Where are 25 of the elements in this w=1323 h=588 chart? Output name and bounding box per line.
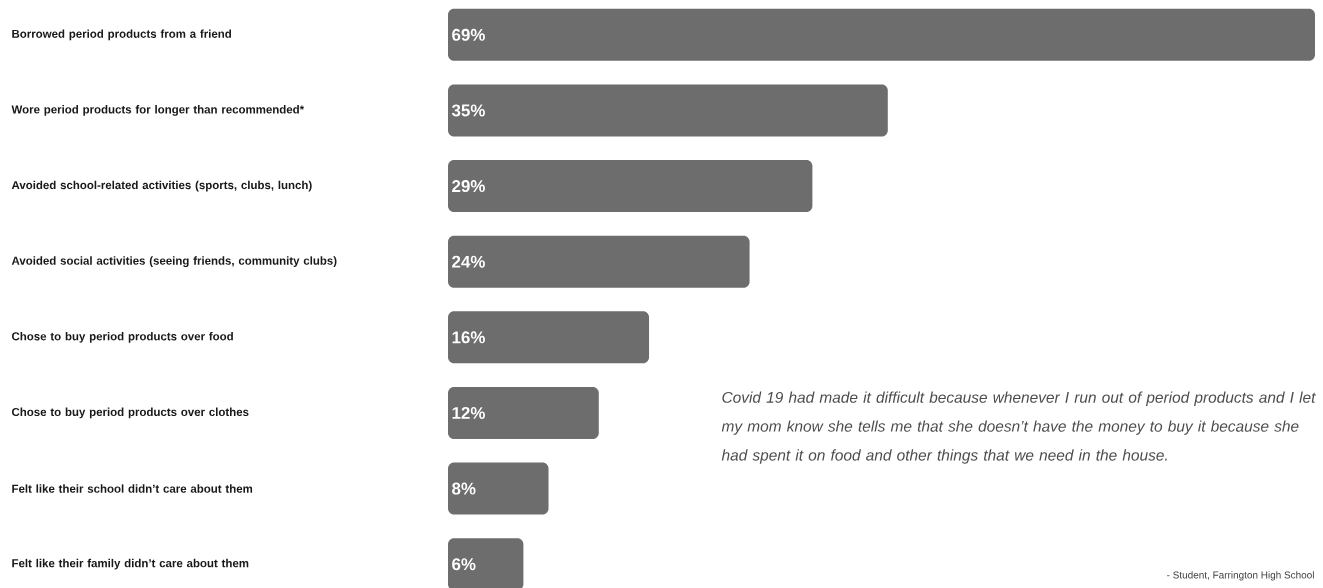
bar [448, 8, 1316, 61]
bar [448, 386, 599, 439]
data-label: 69% [452, 28, 485, 41]
y-tick-label: Felt like their family didn’t care about them [12, 558, 249, 570]
data-label: 12% [452, 406, 485, 419]
data-label: 24% [452, 255, 485, 268]
y-tick-label: Felt like their school didn’t care about them [12, 484, 253, 493]
bar [448, 311, 650, 364]
y-tick-label: Chose to buy period products over clothes [11, 407, 249, 419]
data-label: 6% [452, 558, 476, 571]
data-label: 16% [452, 331, 485, 344]
y-tick-label: Avoided social activities (seeing friends, community clubs) [11, 256, 337, 268]
bar [448, 160, 813, 213]
bar [448, 84, 888, 137]
y-tick-label: Borrowed period products from a friend [12, 29, 231, 41]
y-tick-label: Avoided school-related activities (sports, clubs, lunch) [11, 180, 312, 192]
y-tick-label: Chose to buy period products over food [11, 331, 233, 343]
annotation: - Student, Farrington High School [1167, 571, 1314, 581]
y-tick-label: Wore period products for longer than recommended* [11, 105, 305, 116]
data-label: 35% [451, 104, 485, 117]
data-label: 29% [452, 180, 485, 193]
bar [448, 462, 549, 515]
data-label: 8% [452, 482, 476, 495]
bar [448, 235, 750, 288]
annotation: Covid 19 had made it difficult because whenever I run out of period products and I let my mom know she tells me that she doesn’t have the money to buy it because she had spent it on food and other things that we need in the house. [721, 391, 1316, 464]
